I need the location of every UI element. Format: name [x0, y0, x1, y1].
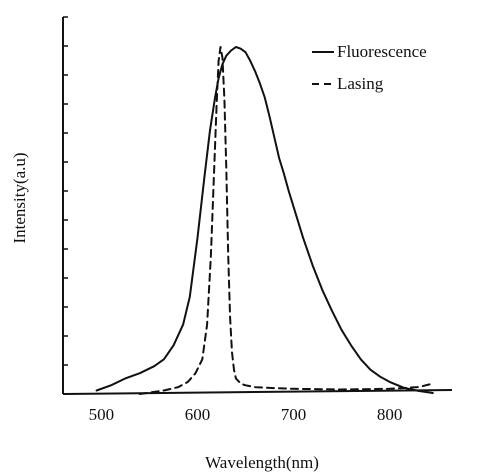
- legend-label-lasing: Lasing: [337, 74, 384, 93]
- axes: 500 600 700 800: [62, 16, 453, 424]
- legend-label-fluorescence: Fluorescence: [337, 42, 427, 61]
- x-axis-title: Wavelength(nm): [205, 453, 319, 472]
- legend: Fluorescence Lasing: [312, 42, 427, 93]
- y-axis-title: Intensity(a.u): [10, 152, 29, 243]
- series-line-fluorescence: [95, 46, 434, 394]
- x-tick-label: 500: [89, 405, 115, 424]
- x-tick-label: 800: [377, 405, 403, 424]
- plot-area: [95, 46, 434, 395]
- x-tick-label: 600: [185, 405, 211, 424]
- x-tick-label: 700: [281, 405, 307, 424]
- x-axis-line: [62, 389, 453, 395]
- series-line-lasing: [138, 46, 434, 395]
